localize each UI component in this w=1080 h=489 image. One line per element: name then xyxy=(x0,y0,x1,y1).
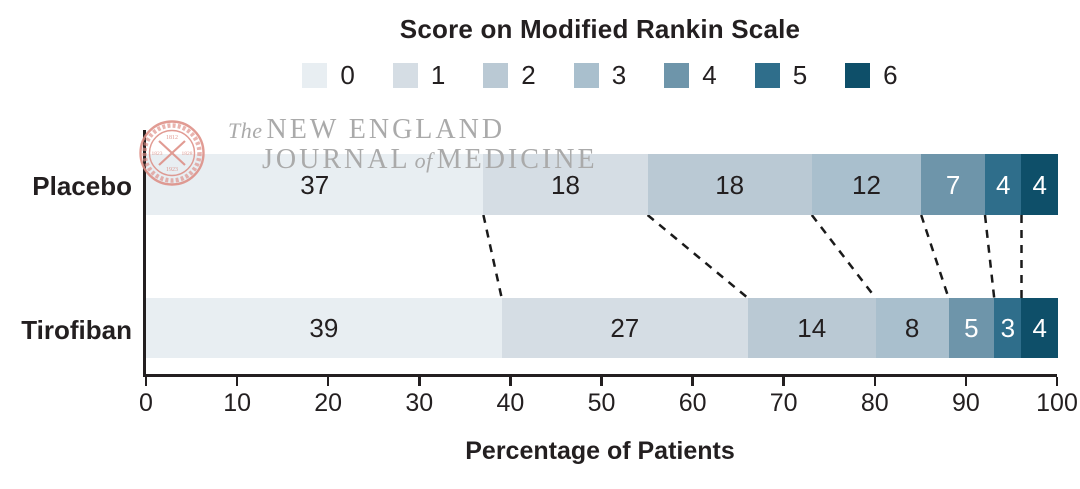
x-tick xyxy=(235,377,239,386)
connector-dashed-line xyxy=(810,215,877,298)
bar-segment-score-5: 3 xyxy=(994,298,1022,358)
connector-lines xyxy=(482,215,1023,298)
wm-new-england: NEW ENGLAND xyxy=(266,114,506,145)
legend-swatch xyxy=(302,62,328,88)
legend-item-1: 1 xyxy=(392,60,446,90)
legend-swatch xyxy=(845,62,871,88)
segment-label: 37 xyxy=(300,169,330,200)
bar-segment-score-3: 8 xyxy=(875,298,949,358)
x-tick xyxy=(1055,377,1059,386)
x-tick xyxy=(418,377,421,386)
wm-journal: JOURNAL xyxy=(262,143,411,175)
x-tick xyxy=(782,377,785,386)
segment-label: 3 xyxy=(1000,313,1016,343)
legend-item-6: 6 xyxy=(845,60,898,90)
x-tick-label: 90 xyxy=(951,389,980,417)
connector-dashed-line xyxy=(646,215,749,298)
x-tick-label: 20 xyxy=(314,389,343,417)
connector-dashed-line xyxy=(983,215,996,298)
legend-label: 6 xyxy=(883,60,898,90)
legend-swatch xyxy=(573,62,599,88)
segment-label: 4 xyxy=(1032,313,1047,343)
connector-dashed-line xyxy=(482,215,503,298)
bar-segment-score-2: 14 xyxy=(747,298,876,358)
legend-swatch xyxy=(483,62,509,88)
x-tick-label: 30 xyxy=(405,389,434,417)
legend-item-4: 4 xyxy=(664,60,717,90)
segment-label: 18 xyxy=(551,169,580,200)
bar-tirofiban: 39 27 14 8 5 3 4 xyxy=(146,298,1058,358)
segment-label: 12 xyxy=(852,169,881,200)
x-tick-label: 60 xyxy=(678,389,707,417)
legend-item-2: 2 xyxy=(483,60,536,90)
segment-label: 7 xyxy=(945,169,961,200)
wm-the: The xyxy=(228,118,263,143)
bar-segment-score-4: 7 xyxy=(921,154,986,215)
segment-label: 14 xyxy=(797,313,827,343)
x-tick xyxy=(964,377,968,386)
bar-segment-score-2: 18 xyxy=(647,154,812,215)
legend-item-0: 0 xyxy=(302,60,355,90)
x-tick-label: 10 xyxy=(223,389,251,417)
bar-segment-score-5: 4 xyxy=(985,154,1022,215)
segment-label: 8 xyxy=(904,313,920,343)
legend-label: 0 xyxy=(340,60,355,90)
x-axis-title: Percentage of Patients xyxy=(465,437,735,465)
segment-label: 4 xyxy=(996,169,1011,200)
legend-label: 3 xyxy=(611,60,627,90)
x-tick-label: 0 xyxy=(139,389,153,417)
x-tick xyxy=(691,377,694,386)
plot-axes xyxy=(143,130,1057,377)
legend: 0 1 2 3 4 5 6 xyxy=(143,60,1057,90)
x-tick-label: 50 xyxy=(587,389,616,417)
segment-label: 39 xyxy=(309,313,339,343)
segment-label: 4 xyxy=(1032,169,1047,200)
legend-swatch xyxy=(392,62,418,88)
nejm-watermark-text: The NEW ENGLAND JOURNAL of MEDICINE xyxy=(228,114,595,175)
x-tick xyxy=(144,377,148,386)
legend-label: 1 xyxy=(430,60,446,90)
bar-segment-score-3: 12 xyxy=(811,154,922,215)
x-tick xyxy=(873,377,877,386)
connector-dashed-line xyxy=(920,215,950,298)
row-label-placebo: Placebo xyxy=(32,171,132,201)
bar-placebo: 37 18 18 12 7 4 4 xyxy=(146,154,1058,215)
x-tick-label: 100 xyxy=(1036,389,1078,417)
legend-item-5: 5 xyxy=(754,60,808,90)
legend-label: 2 xyxy=(521,60,536,90)
bar-segment-score-0: 39 xyxy=(146,298,502,358)
wm-of: of xyxy=(414,147,433,173)
bar-segment-score-1: 18 xyxy=(483,154,648,215)
bar-segment-score-4: 5 xyxy=(948,298,995,358)
chart-title: Score on Modified Rankin Scale xyxy=(399,14,801,44)
segment-label: 18 xyxy=(715,169,745,200)
legend-swatch xyxy=(664,62,690,88)
svg-text:1923: 1923 xyxy=(166,167,178,173)
x-tick-label: 40 xyxy=(496,389,525,417)
bar-segment-score-1: 27 xyxy=(501,298,748,358)
x-tick xyxy=(509,377,512,386)
x-tick xyxy=(326,377,330,386)
legend-swatch xyxy=(754,62,780,88)
x-tick-label: 80 xyxy=(860,389,889,417)
x-tick-label: 70 xyxy=(769,389,798,417)
nejm-seal-icon: 1812 1823 1828 1923 xyxy=(139,120,205,186)
bar-segment-score-6: 4 xyxy=(1021,154,1058,215)
segment-label: 27 xyxy=(610,313,640,343)
wm-medicine: MEDICINE xyxy=(436,143,598,175)
bar-segment-score-6: 4 xyxy=(1021,298,1058,358)
svg-text:1812: 1812 xyxy=(166,135,178,141)
row-label-tirofiban: Tirofiban xyxy=(21,315,132,345)
x-tick xyxy=(600,377,603,386)
legend-item-3: 3 xyxy=(573,60,627,90)
svg-text:1828: 1828 xyxy=(182,151,193,157)
legend-label: 4 xyxy=(702,60,717,90)
legend-label: 5 xyxy=(792,60,808,90)
segment-label: 5 xyxy=(964,313,979,343)
svg-text:1823: 1823 xyxy=(152,151,163,157)
